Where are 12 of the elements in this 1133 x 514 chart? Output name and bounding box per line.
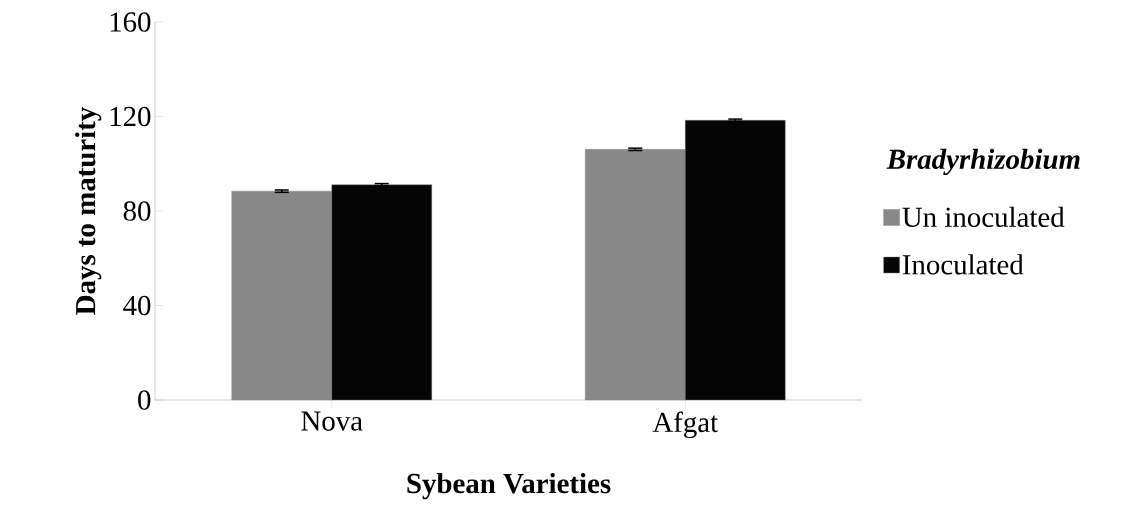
x-tick-label: Afgat [652, 411, 718, 439]
y-tick-label: 80 [123, 201, 151, 221]
legend-label: Un inoculated [902, 206, 1065, 228]
y-tick-label: 40 [123, 295, 151, 316]
y-tick-label: 120 [110, 106, 151, 127]
legend-title: Bradyrhizobium [886, 148, 1080, 175]
y-tick-label: 160 [110, 12, 151, 32]
y-tick-label: 0 [138, 390, 151, 410]
legend-label: Inoculated [902, 254, 1024, 275]
y-axis-title: Days to maturity [75, 107, 102, 315]
x-tick-label: Nova [301, 411, 363, 431]
x-axis-title: Sybean Varieties [407, 472, 611, 500]
